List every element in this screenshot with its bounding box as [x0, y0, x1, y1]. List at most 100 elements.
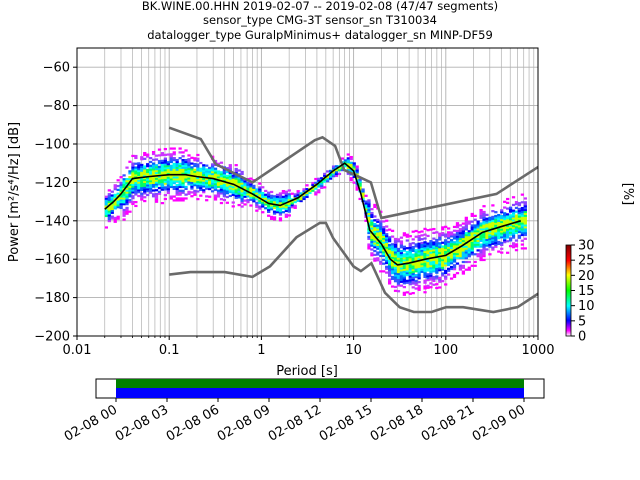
heatmap-cell: [131, 162, 135, 165]
heatmap-cell: [523, 220, 527, 223]
heatmap-cell: [269, 217, 274, 220]
heatmap-cell: [417, 267, 421, 270]
heatmap-cell: [423, 279, 427, 282]
heatmap-cell: [346, 153, 350, 156]
heatmap-cell: [411, 267, 415, 270]
heatmap-cell: [482, 251, 486, 254]
heatmap-cell: [169, 160, 173, 164]
heatmap-cell: [151, 152, 156, 156]
timebar-tick-label: 02-08 03: [113, 402, 171, 444]
heatmap-cell: [438, 251, 442, 255]
heatmap-cell: [396, 261, 401, 264]
heatmap-cell: [326, 176, 330, 179]
heatmap-cell: [485, 240, 489, 243]
heatmap-cell: [444, 243, 448, 246]
heatmap-cell: [210, 182, 215, 185]
heatmap-cell: [157, 181, 162, 184]
heatmap-cell: [441, 258, 445, 262]
heatmap-cell: [461, 228, 466, 231]
heatmap-cell: [122, 210, 126, 214]
heatmap-cell: [464, 239, 468, 243]
heatmap-cell: [455, 256, 460, 259]
heatmap-cell: [461, 255, 466, 258]
heatmap-cell: [264, 207, 268, 210]
heatmap-cell: [473, 239, 477, 242]
heatmap-cell: [408, 260, 412, 263]
heatmap-cell: [408, 254, 412, 257]
heatmap-cell: [157, 169, 162, 172]
heatmap-cell: [523, 206, 527, 210]
heatmap-cell: [187, 171, 191, 174]
heatmap-cell: [258, 186, 262, 189]
heatmap-cell: [455, 233, 460, 236]
heatmap-cell: [213, 198, 218, 201]
heatmap-cell: [497, 250, 501, 253]
heatmap-cell: [293, 200, 297, 204]
heatmap-cell: [355, 171, 359, 174]
heatmap-cell: [116, 184, 120, 188]
heatmap-cell: [370, 221, 374, 224]
heatmap-cell: [140, 181, 144, 184]
heatmap-cell: [364, 202, 368, 205]
heatmap-cell: [491, 238, 495, 242]
heatmap-cell: [157, 161, 162, 165]
heatmap-cell: [113, 193, 117, 197]
heatmap-cell: [110, 204, 114, 207]
heatmap-cell: [461, 266, 466, 269]
heatmap-cell: [213, 177, 218, 180]
heatmap-cell: [467, 245, 471, 248]
heatmap-cell: [479, 245, 483, 248]
heatmap-cell: [352, 175, 356, 178]
heatmap-cell: [110, 205, 114, 209]
heatmap-cell: [320, 184, 324, 188]
heatmap-cell: [202, 171, 206, 175]
heatmap-cell: [349, 163, 353, 166]
heatmap-cell: [429, 266, 433, 270]
heatmap-cell: [210, 169, 215, 172]
heatmap-cell: [452, 275, 457, 278]
heatmap-cell: [178, 151, 182, 154]
heatmap-cell: [423, 268, 427, 271]
heatmap-cell: [216, 178, 221, 181]
heatmap-cell: [503, 241, 507, 244]
heatmap-cell: [387, 238, 392, 241]
heatmap-cell: [346, 161, 350, 164]
heatmap-cell: [491, 235, 495, 238]
heatmap-cell: [393, 260, 398, 264]
heatmap-cell: [491, 210, 495, 213]
heatmap-cell: [393, 258, 398, 262]
heatmap-cell: [473, 245, 477, 248]
heatmap-cell: [479, 212, 483, 216]
heatmap-cell: [113, 195, 117, 198]
heatmap-cell: [228, 171, 232, 175]
heatmap-cell: [387, 261, 392, 264]
heatmap-cell: [160, 180, 165, 184]
heatmap-cell: [125, 212, 129, 215]
heatmap-cell: [334, 174, 339, 178]
heatmap-cell: [390, 254, 395, 257]
heatmap-cell: [379, 220, 383, 223]
heatmap-cell: [514, 218, 519, 221]
heatmap-cell: [508, 229, 513, 232]
heatmap-cell: [267, 193, 271, 196]
heatmap-cell: [417, 238, 421, 242]
heatmap-cell: [208, 184, 212, 187]
heatmap-cell: [275, 201, 280, 204]
heatmap-cell: [500, 232, 504, 235]
heatmap-cell: [163, 161, 168, 164]
heatmap-cell: [137, 185, 141, 188]
heatmap-cell: [311, 187, 315, 190]
heatmap-cell: [438, 269, 442, 272]
heatmap-cell: [119, 197, 123, 200]
heatmap-cell: [447, 261, 451, 265]
heatmap-cell: [275, 193, 280, 196]
timebar-tick-label: 02-09 00: [470, 402, 528, 444]
heatmap-cell: [393, 272, 398, 275]
heatmap-cell: [432, 254, 436, 258]
heatmap-cell: [163, 157, 168, 160]
heatmap-cell: [222, 185, 227, 188]
heatmap-cell: [517, 234, 522, 237]
y-tick-label: −100: [34, 138, 70, 153]
heatmap-cell: [473, 218, 477, 221]
heatmap-cell: [503, 231, 507, 234]
